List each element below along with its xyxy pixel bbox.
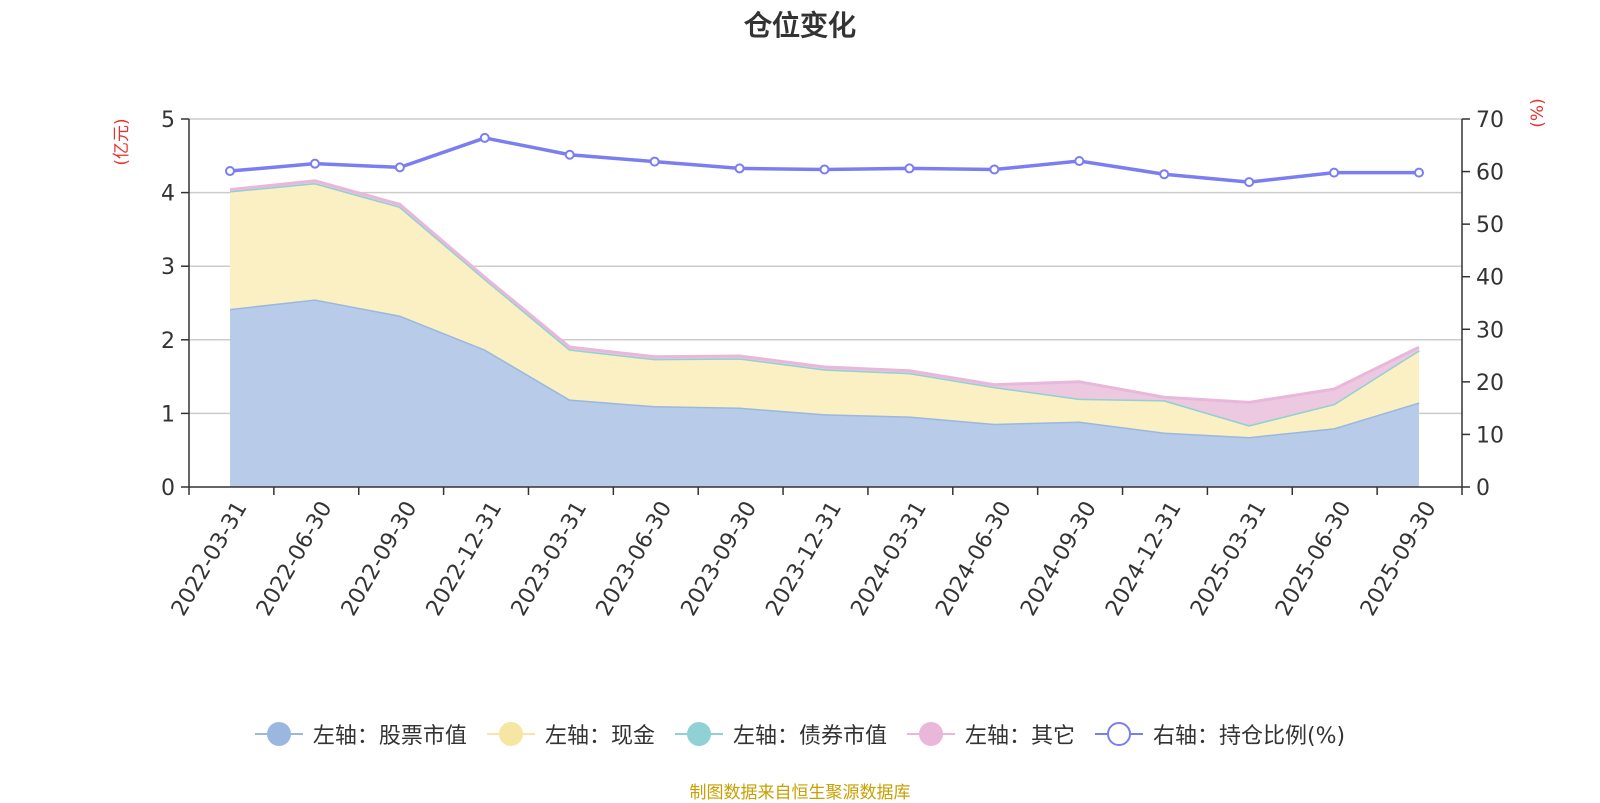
x-tick-label: 2024-09-30 bbox=[1016, 497, 1102, 620]
right-tick-label: 0 bbox=[1476, 476, 1490, 501]
ratio-point bbox=[394, 162, 405, 173]
ratio-point bbox=[564, 149, 575, 160]
legend-item-2[interactable]: 左轴：债券市值 bbox=[674, 718, 887, 750]
x-tick-label: 2022-09-30 bbox=[337, 497, 423, 620]
ratio-point bbox=[309, 158, 320, 169]
legend-item-1[interactable]: 左轴：现金 bbox=[486, 718, 655, 750]
right-tick-label: 50 bbox=[1476, 213, 1504, 238]
legend-swatch-icon bbox=[486, 721, 535, 747]
x-tick-label: 2024-12-31 bbox=[1101, 497, 1187, 620]
left-tick-label: 5 bbox=[161, 108, 175, 133]
x-tick-label: 2023-03-31 bbox=[507, 497, 593, 620]
right-axis-label: (%) bbox=[1528, 98, 1548, 127]
line-layer bbox=[225, 132, 1424, 188]
left-tick-label: 1 bbox=[161, 402, 175, 427]
x-tick-label: 2023-09-30 bbox=[677, 497, 763, 620]
ratio-point bbox=[225, 166, 235, 177]
left-tick-label: 0 bbox=[161, 476, 175, 501]
right-tick-label: 40 bbox=[1476, 266, 1504, 291]
area-line-series-3 bbox=[229, 179, 1420, 404]
area-layer bbox=[229, 179, 1420, 487]
area-series-1 bbox=[230, 183, 1419, 437]
x-tick-label: 2025-03-31 bbox=[1186, 497, 1272, 620]
ratio-point bbox=[819, 164, 830, 175]
legend-label: 左轴：股票市值 bbox=[312, 724, 467, 749]
area-series-0 bbox=[230, 299, 1419, 487]
legend-swatch-icon bbox=[254, 721, 303, 747]
left-tick-label: 3 bbox=[161, 255, 175, 280]
left-tick-label: 2 bbox=[161, 329, 175, 354]
x-tick-label: 2023-12-31 bbox=[761, 497, 847, 620]
area-series-3 bbox=[230, 180, 1419, 426]
ratio-point bbox=[1414, 167, 1424, 178]
ratio-point bbox=[479, 132, 490, 143]
legend-swatch-icon bbox=[906, 721, 955, 747]
legend-label: 左轴：债券市值 bbox=[732, 724, 887, 749]
ratio-point bbox=[1329, 167, 1340, 178]
right-tick-label: 60 bbox=[1476, 161, 1504, 186]
ratio-point bbox=[649, 156, 660, 167]
ratio-point bbox=[1244, 177, 1255, 188]
legend-item-4[interactable]: 右轴：持仓比例(%) bbox=[1094, 718, 1346, 750]
legend-label: 左轴：现金 bbox=[544, 724, 655, 749]
chart-legend: 左轴：股票市值 左轴：现金 左轴：债券市值 左轴：其它 右轴：持仓比例(%) bbox=[0, 718, 1600, 750]
x-tick-label: 2022-12-31 bbox=[422, 497, 508, 620]
legend-label: 左轴：其它 bbox=[964, 724, 1075, 749]
right-tick-label: 70 bbox=[1476, 108, 1504, 133]
right-tick-label: 20 bbox=[1476, 371, 1504, 396]
x-tick-label: 2024-06-30 bbox=[931, 497, 1017, 620]
legend-swatch-icon bbox=[674, 721, 723, 747]
x-tick-label: 2022-06-30 bbox=[252, 497, 338, 620]
right-tick-label: 10 bbox=[1476, 423, 1504, 448]
legend-item-0[interactable]: 左轴：股票市值 bbox=[254, 718, 467, 750]
ratio-point bbox=[904, 163, 915, 174]
legend-label: 右轴：持仓比例(%) bbox=[1152, 724, 1346, 749]
right-tick-label: 30 bbox=[1476, 318, 1504, 343]
x-tick-label: 2024-03-31 bbox=[846, 497, 932, 620]
left-axis-label: (亿元) bbox=[112, 118, 132, 165]
x-tick-label: 2023-06-30 bbox=[592, 497, 678, 620]
ratio-point bbox=[734, 163, 745, 174]
left-tick-label: 4 bbox=[161, 182, 175, 207]
ratio-point bbox=[1074, 156, 1085, 167]
legend-item-3[interactable]: 左轴：其它 bbox=[906, 718, 1075, 750]
ratio-point bbox=[989, 164, 1000, 175]
source-note: 制图数据来自恒生聚源数据库 bbox=[689, 783, 911, 803]
x-tick-label: 2022-03-31 bbox=[167, 497, 253, 620]
chart-title: 仓位变化 bbox=[743, 9, 856, 42]
legend-swatch-icon bbox=[1094, 721, 1143, 747]
x-tick-label: 2025-09-30 bbox=[1356, 497, 1442, 620]
ratio-line bbox=[229, 136, 1419, 184]
x-tick-label: 2025-06-30 bbox=[1271, 497, 1357, 620]
ratio-point bbox=[1159, 169, 1170, 180]
